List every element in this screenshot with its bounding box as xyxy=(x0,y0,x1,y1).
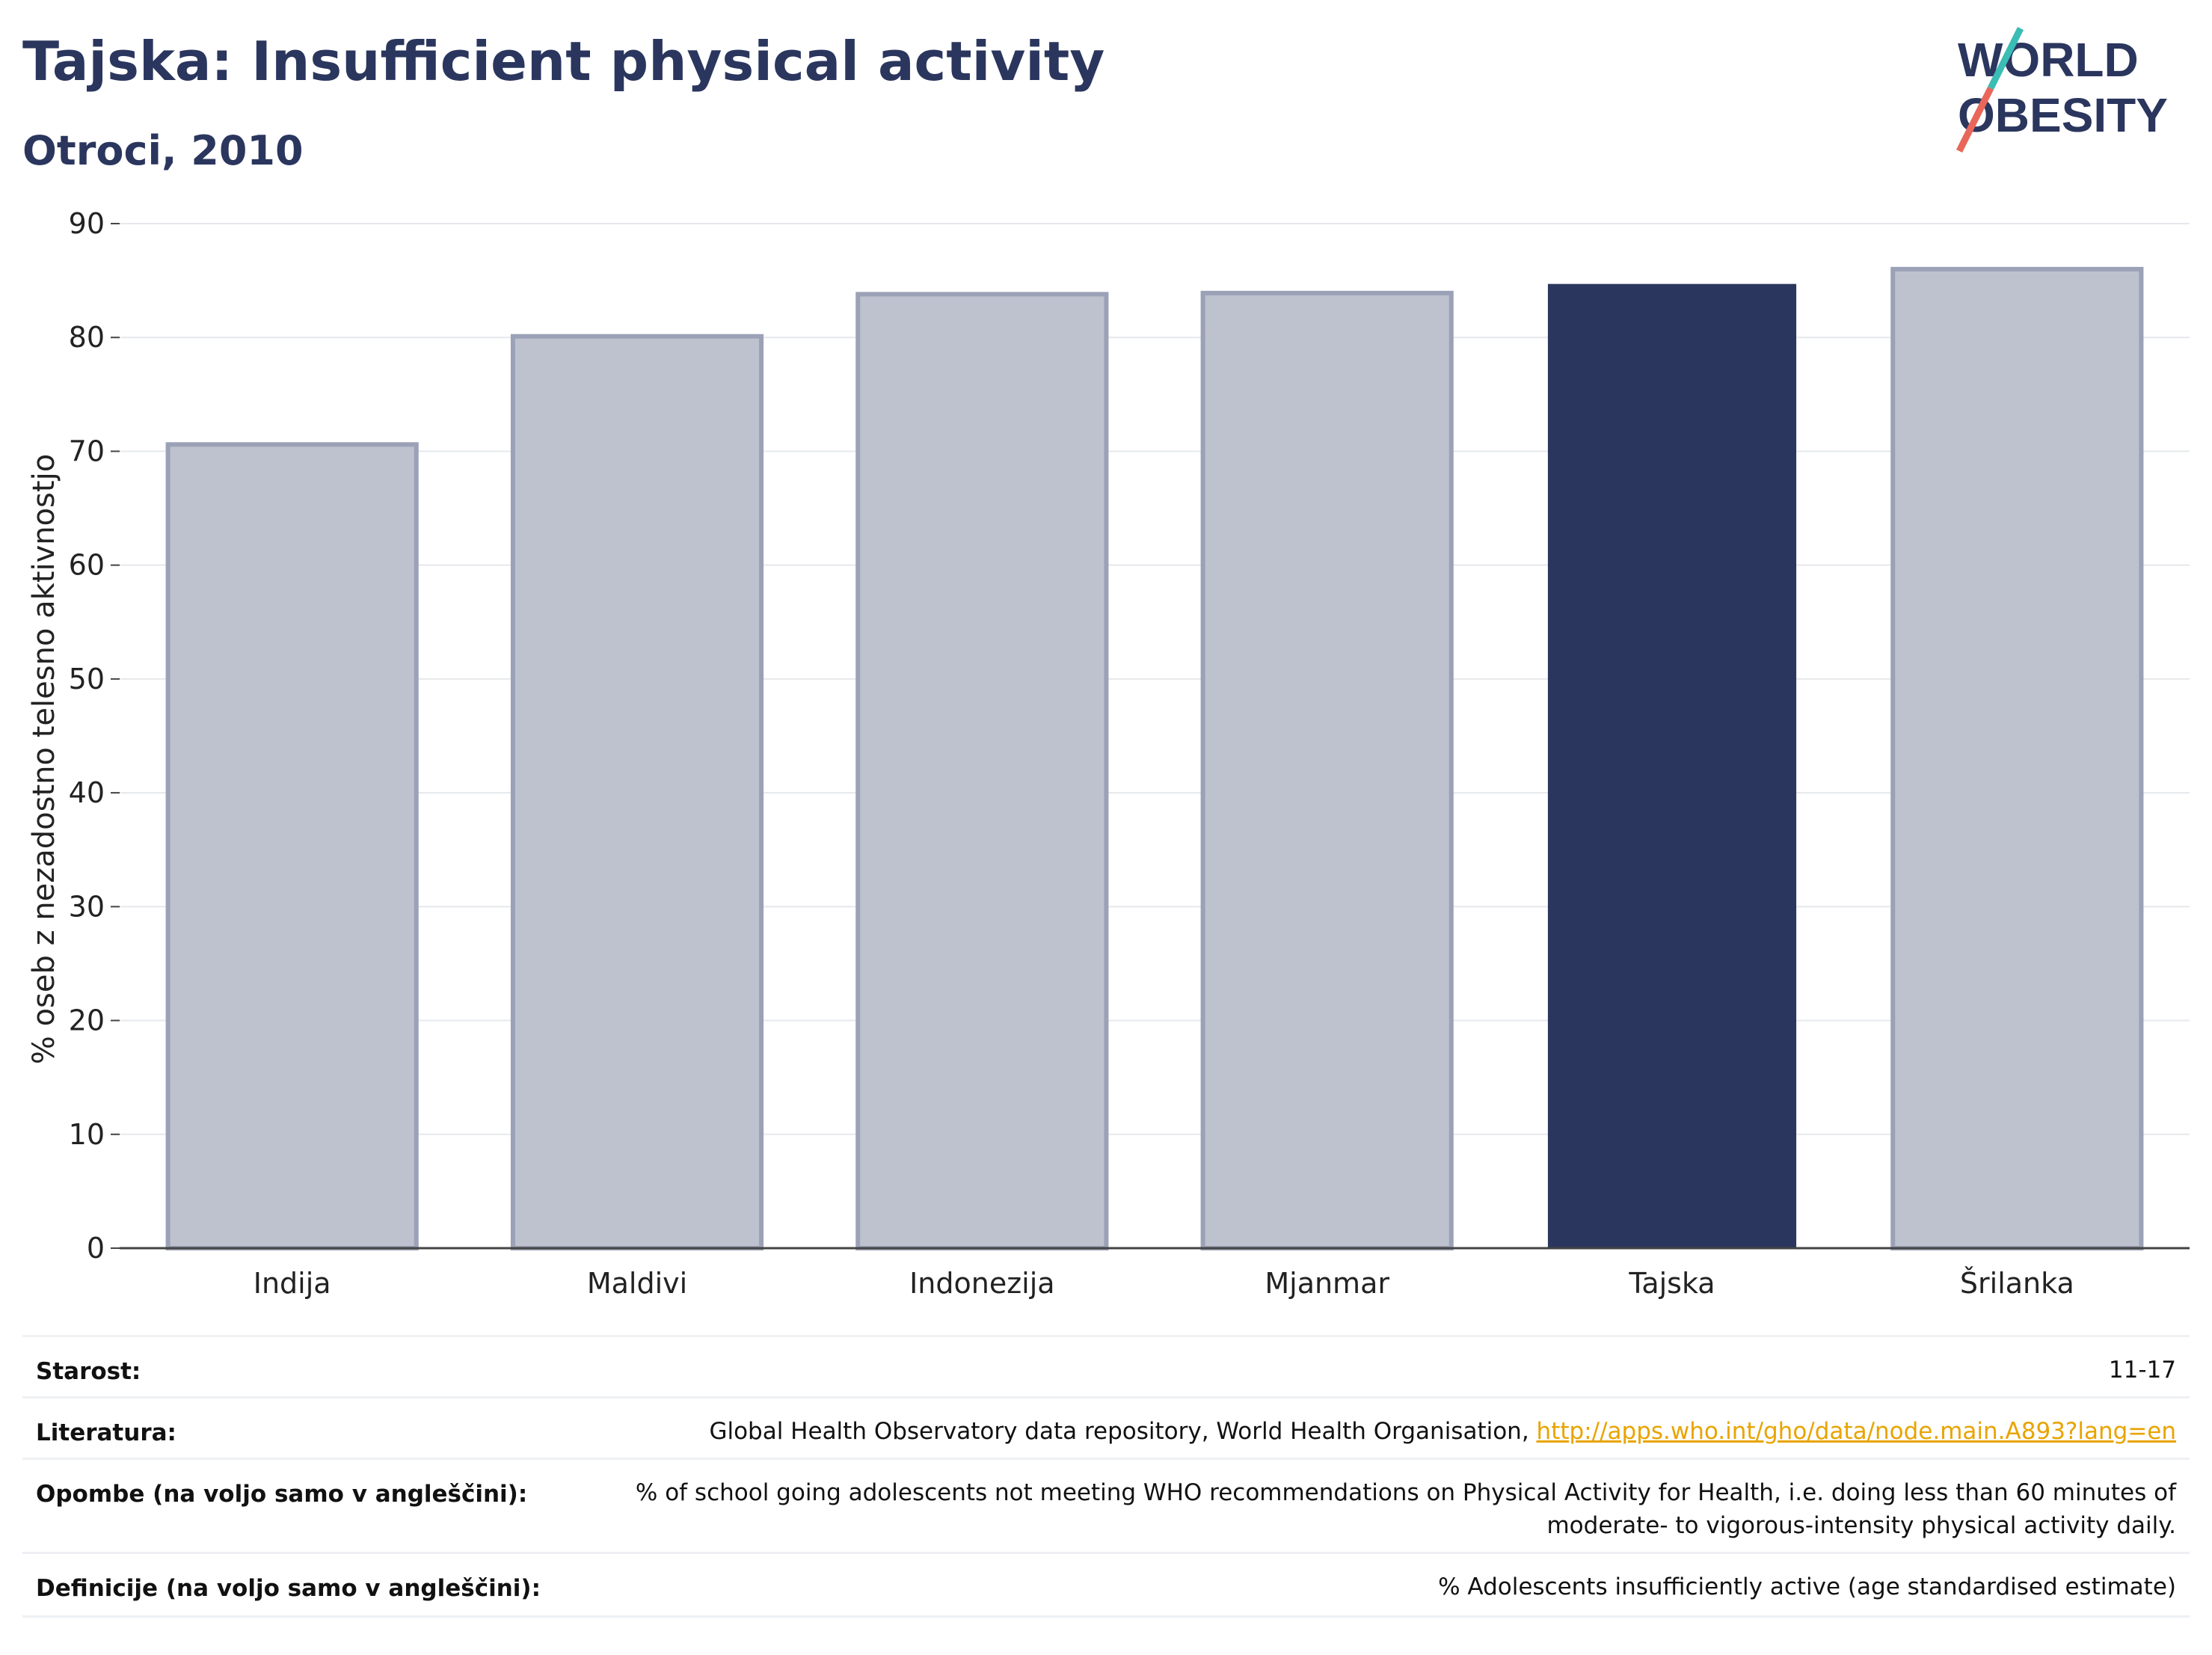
bar-chart: 0 10 20 30 40 50 60 70 80 90 Indija Maldivi Indonez… xyxy=(27,207,2190,1300)
world-obesity-logo: WORLD OBESITY xyxy=(1956,26,2168,153)
age-row: Starost: 11-17 xyxy=(22,1335,2190,1398)
y-tick-label: 70 xyxy=(69,435,105,467)
age-label: Starost: xyxy=(36,1358,141,1385)
y-tick-label: 10 xyxy=(69,1118,105,1151)
y-axis-ticks: 0 10 20 30 40 50 60 70 80 90 xyxy=(69,207,120,1265)
notes-label: Opombe (na voljo samo v angleščini): xyxy=(36,1481,528,1508)
literature-text: Global Health Observatory data repositor… xyxy=(709,1418,1537,1445)
y-tick-label: 20 xyxy=(69,1004,105,1037)
x-category-label: Šrilanka xyxy=(1960,1267,2074,1300)
definitions-label: Definicije (na voljo samo v angleščini): xyxy=(36,1575,541,1602)
notes-row: Opombe (na voljo samo v angleščini): % o… xyxy=(22,1458,2190,1554)
literature-row: Literatura: Global Health Observatory da… xyxy=(22,1396,2190,1460)
page-subtitle: Otroci, 2010 xyxy=(22,127,304,174)
notes-value: % of school going adolescents not meetin… xyxy=(635,1479,2176,1539)
literature-value: Global Health Observatory data repositor… xyxy=(606,1415,2176,1448)
literature-link[interactable]: http://apps.who.int/gho/data/node.main.A… xyxy=(1536,1418,2176,1445)
y-tick-label: 90 xyxy=(69,207,105,240)
y-tick-label: 80 xyxy=(69,321,105,354)
bar-indonezija xyxy=(855,292,1109,1250)
bar-šrilanka xyxy=(1890,266,2144,1250)
bar-mjanmar xyxy=(1200,290,1454,1250)
x-category-label: Indonezija xyxy=(909,1267,1054,1300)
y-axis-title: % oseb z nezadostno telesno aktivnostjo xyxy=(27,454,61,1064)
x-category-label: Tajska xyxy=(1628,1267,1715,1300)
y-tick-label: 50 xyxy=(69,663,105,696)
gridlines xyxy=(120,223,2190,1135)
bar-tajska xyxy=(1547,283,1797,1249)
x-category-label: Mjanmar xyxy=(1265,1267,1389,1300)
y-tick-label: 30 xyxy=(69,890,105,923)
bar-indija xyxy=(165,442,419,1250)
definitions-value: % Adolescents insufficiently active (age… xyxy=(1438,1573,2176,1600)
x-category-label: Indija xyxy=(254,1267,331,1300)
y-tick-label: 0 xyxy=(87,1232,105,1265)
svg-text:WORLD: WORLD xyxy=(1958,33,2139,87)
page-title: Tajska: Insufficient physical activity xyxy=(22,30,1105,93)
literature-label: Literatura: xyxy=(36,1419,176,1446)
x-axis-labels: Indija Maldivi Indonezija Mjanmar Tajska Šril… xyxy=(254,1267,2074,1300)
bars xyxy=(165,266,2144,1251)
y-tick-label: 60 xyxy=(69,549,105,582)
x-category-label: Maldivi xyxy=(587,1267,687,1300)
age-value: 11-17 xyxy=(2108,1357,2176,1384)
definitions-row: Definicije (na voljo samo v angleščini):… xyxy=(22,1552,2190,1618)
y-tick-label: 40 xyxy=(69,776,105,809)
svg-text:OBESITY: OBESITY xyxy=(1958,88,2168,142)
bar-maldivi xyxy=(510,334,764,1251)
